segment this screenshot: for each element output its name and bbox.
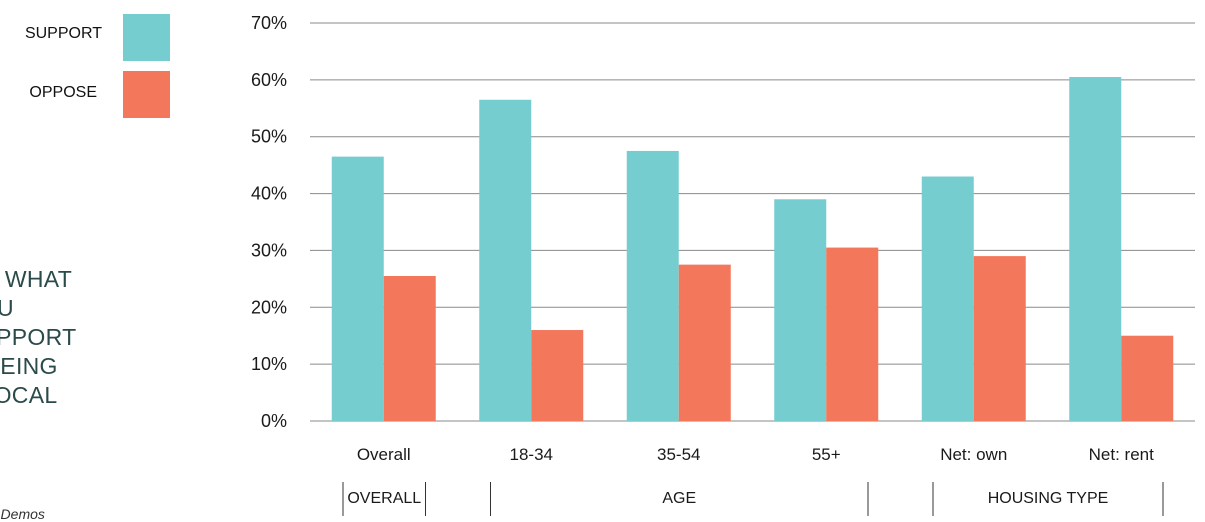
- legend-label-oppose: OPPOSE: [29, 84, 97, 101]
- y-tick-label: 60%: [251, 70, 287, 90]
- y-tick-label: 30%: [251, 240, 287, 260]
- question-text: L, TO WHAT D YOU R SUPPORT IES BEING UR …: [0, 265, 200, 410]
- x-category-label: Net: own: [940, 445, 1007, 464]
- bar-support: [921, 176, 974, 421]
- bar-support: [331, 156, 384, 421]
- x-category-label: Net: rent: [1089, 445, 1154, 464]
- bar-oppose: [826, 247, 879, 421]
- y-tick-label: 10%: [251, 354, 287, 374]
- group-label: OVERALL: [347, 490, 421, 507]
- group-label: AGE: [662, 490, 696, 507]
- y-tick-label: 0%: [261, 411, 287, 431]
- bar-support: [626, 150, 679, 421]
- question-line: D YOU: [0, 295, 14, 321]
- x-category-label: 55+: [812, 445, 841, 464]
- question-line: IES BEING: [0, 353, 58, 379]
- bar-support: [774, 199, 827, 421]
- bar-oppose: [383, 276, 436, 421]
- bar-oppose: [531, 330, 584, 421]
- y-tick-label: 70%: [251, 13, 287, 33]
- question-line: UR LOCAL: [0, 382, 58, 408]
- legend-swatch-support: [123, 14, 170, 61]
- question-line: R SUPPORT: [0, 324, 77, 350]
- bar-oppose: [678, 264, 731, 421]
- group-label: HOUSING TYPE: [988, 490, 1109, 507]
- x-category-label: 18-34: [510, 445, 553, 464]
- x-category-label: Overall: [357, 445, 411, 464]
- legend-swatch-oppose: [123, 71, 170, 118]
- bar-support: [479, 99, 532, 421]
- bar-support: [1069, 77, 1122, 421]
- y-tick-label: 20%: [251, 297, 287, 317]
- legend-label-support: SUPPORT: [24, 25, 102, 42]
- bar-oppose: [1121, 335, 1174, 421]
- x-category-label: 35-54: [657, 445, 700, 464]
- y-tick-label: 40%: [251, 184, 287, 204]
- bar-oppose: [973, 256, 1026, 421]
- y-tick-label: 50%: [251, 127, 287, 147]
- question-line: L, TO WHAT: [0, 266, 73, 292]
